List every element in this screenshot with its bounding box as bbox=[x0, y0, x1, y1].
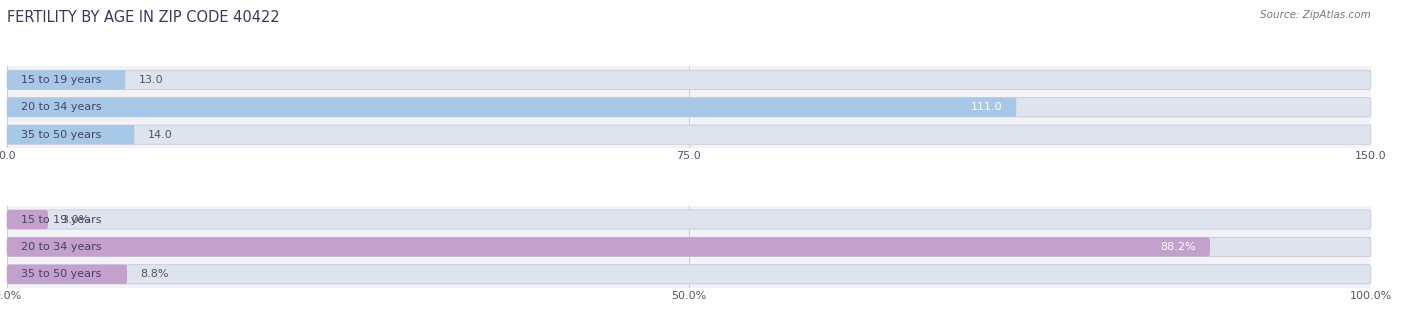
FancyBboxPatch shape bbox=[7, 98, 1017, 117]
FancyBboxPatch shape bbox=[7, 265, 127, 284]
FancyBboxPatch shape bbox=[7, 125, 135, 144]
FancyBboxPatch shape bbox=[7, 98, 1371, 117]
Text: FERTILITY BY AGE IN ZIP CODE 40422: FERTILITY BY AGE IN ZIP CODE 40422 bbox=[7, 10, 280, 25]
FancyBboxPatch shape bbox=[7, 70, 1371, 89]
Text: 15 to 19 years: 15 to 19 years bbox=[21, 75, 101, 85]
Text: 35 to 50 years: 35 to 50 years bbox=[21, 269, 101, 279]
Text: 20 to 34 years: 20 to 34 years bbox=[21, 102, 101, 112]
Text: 15 to 19 years: 15 to 19 years bbox=[21, 214, 101, 224]
FancyBboxPatch shape bbox=[7, 210, 48, 229]
Text: Source: ZipAtlas.com: Source: ZipAtlas.com bbox=[1260, 10, 1371, 20]
Text: 111.0: 111.0 bbox=[972, 102, 1002, 112]
FancyBboxPatch shape bbox=[7, 210, 1371, 229]
FancyBboxPatch shape bbox=[7, 265, 1371, 284]
Text: 20 to 34 years: 20 to 34 years bbox=[21, 242, 101, 252]
Text: 3.0%: 3.0% bbox=[62, 214, 90, 224]
Text: 13.0: 13.0 bbox=[139, 75, 163, 85]
Text: 8.8%: 8.8% bbox=[141, 269, 169, 279]
FancyBboxPatch shape bbox=[7, 125, 1371, 144]
FancyBboxPatch shape bbox=[7, 237, 1371, 257]
Text: 35 to 50 years: 35 to 50 years bbox=[21, 130, 101, 140]
FancyBboxPatch shape bbox=[7, 70, 125, 89]
Text: 88.2%: 88.2% bbox=[1161, 242, 1197, 252]
FancyBboxPatch shape bbox=[7, 237, 1211, 257]
Text: 14.0: 14.0 bbox=[148, 130, 173, 140]
